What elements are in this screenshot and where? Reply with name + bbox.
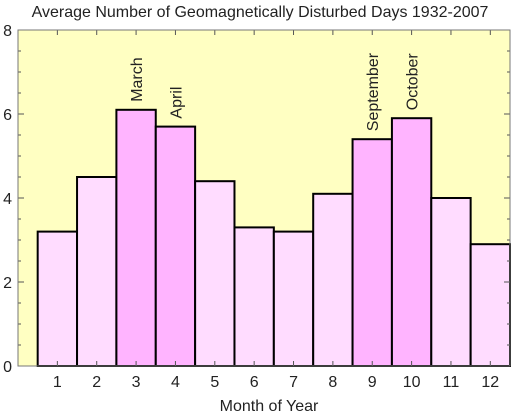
x-axis: 1 2 3 4 5 6 7 8 9 10 11 12	[53, 30, 499, 391]
annotation-april: April	[168, 87, 185, 119]
bar-month-1	[36, 230, 79, 367]
bar-month-11	[430, 197, 472, 367]
bar-month-5	[194, 180, 236, 367]
x-tick-label: 6	[250, 374, 259, 391]
bar-month-9	[351, 138, 393, 367]
x-axis-label: Month of Year	[219, 398, 319, 415]
y-tick-label: 0	[3, 359, 12, 376]
x-tick-label: 3	[132, 374, 141, 391]
bar-month-6	[233, 226, 275, 367]
x-tick-label: 7	[289, 374, 298, 391]
x-tick-label: 12	[481, 374, 499, 391]
bar-month-10	[390, 117, 433, 367]
plot-frame	[17, 29, 511, 367]
x-tick-label: 8	[328, 374, 337, 391]
bar-month-12	[469, 243, 512, 367]
bar-month-7	[272, 230, 315, 367]
bar-month-4	[154, 125, 197, 367]
annotations-group: March April September October	[129, 52, 422, 131]
annotation-march: March	[129, 57, 146, 101]
bar-month-3	[115, 108, 157, 368]
y-tick-label: 4	[3, 191, 12, 208]
x-tick-label: 1	[53, 374, 62, 391]
x-tick-label: 4	[171, 374, 180, 391]
x-tick-label: 5	[210, 374, 219, 391]
y-tick-label: 6	[3, 107, 12, 124]
bars-group	[36, 108, 512, 368]
y-tick-label: 2	[3, 275, 12, 292]
annotation-september: September	[365, 52, 382, 131]
x-tick-label: 10	[403, 374, 421, 391]
x-tick-label: 9	[368, 374, 377, 391]
chart-title: Average Number of Geomagnetically Distur…	[31, 4, 489, 21]
bar-month-2	[76, 176, 118, 367]
x-tick-label: 11	[443, 374, 460, 391]
bar-month-8	[312, 192, 354, 367]
x-tick-label: 2	[92, 374, 101, 391]
annotation-october: October	[405, 53, 422, 111]
y-tick-label: 8	[3, 23, 12, 40]
